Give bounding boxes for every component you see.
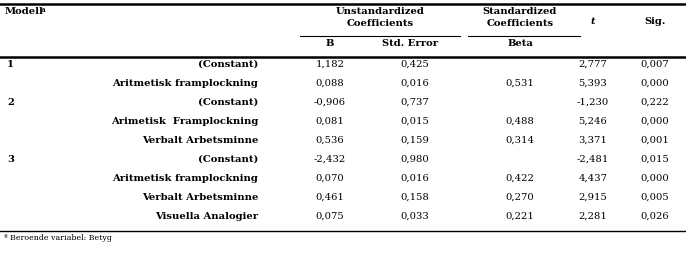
Text: ª Beroende variabel: Betyg: ª Beroende variabel: Betyg [4,234,112,242]
Text: t: t [591,17,595,26]
Text: 0,081: 0,081 [316,117,344,126]
Text: Unstandardized
Coefficients: Unstandardized Coefficients [335,7,425,28]
Text: 0,000: 0,000 [641,174,670,183]
Text: Verbalt Arbetsminne: Verbalt Arbetsminne [141,193,258,202]
Text: 4,437: 4,437 [578,174,608,183]
Text: 0,536: 0,536 [316,136,344,145]
Text: Aritmetisk framplockning: Aritmetisk framplockning [112,174,258,183]
Text: -2,481: -2,481 [577,155,609,164]
Text: 0,531: 0,531 [506,79,534,88]
Text: 0,015: 0,015 [641,155,670,164]
Text: Modell: Modell [5,7,44,16]
Text: 0,158: 0,158 [401,193,429,202]
Text: 0,005: 0,005 [641,193,670,202]
Text: (Constant): (Constant) [198,155,258,164]
Text: 0,007: 0,007 [641,60,670,69]
Text: 3,371: 3,371 [578,136,607,145]
Text: Standardized
Coefficients: Standardized Coefficients [483,7,557,28]
Text: 3: 3 [7,155,14,164]
Text: Beta: Beta [507,39,533,48]
Text: 0,737: 0,737 [401,98,429,107]
Text: 0,159: 0,159 [401,136,429,145]
Text: 0,016: 0,016 [401,174,429,183]
Text: a: a [41,6,46,14]
Text: 0,088: 0,088 [316,79,344,88]
Text: Verbalt Arbetsminne: Verbalt Arbetsminne [141,136,258,145]
Text: 0,425: 0,425 [401,60,429,69]
Text: 2,281: 2,281 [578,212,607,221]
Text: 0,016: 0,016 [401,79,429,88]
Text: 0,000: 0,000 [641,79,670,88]
Text: 0,221: 0,221 [506,212,534,221]
Text: -1,230: -1,230 [577,98,609,107]
Text: 0,075: 0,075 [316,212,344,221]
Text: 0,015: 0,015 [401,117,429,126]
Text: 0,026: 0,026 [641,212,670,221]
Text: Sig.: Sig. [644,17,665,26]
Text: (Constant): (Constant) [198,60,258,69]
Text: 0,422: 0,422 [506,174,534,183]
Text: 0,033: 0,033 [401,212,429,221]
Text: 1,182: 1,182 [316,60,344,69]
Text: 5,393: 5,393 [578,79,607,88]
Text: -2,432: -2,432 [314,155,346,164]
Text: Aritmetisk framplockning: Aritmetisk framplockning [112,79,258,88]
Text: 2,915: 2,915 [578,193,607,202]
Text: 2,777: 2,777 [578,60,607,69]
Text: -0,906: -0,906 [314,98,346,107]
Text: Visuella Analogier: Visuella Analogier [155,212,258,221]
Text: 0,070: 0,070 [316,174,344,183]
Text: 0,980: 0,980 [401,155,429,164]
Text: 0,314: 0,314 [506,136,534,145]
Text: (Constant): (Constant) [198,98,258,107]
Text: 0,001: 0,001 [641,136,670,145]
Text: 2: 2 [7,98,14,107]
Text: 0,270: 0,270 [506,193,534,202]
Text: 5,246: 5,246 [578,117,607,126]
Text: 0,461: 0,461 [316,193,344,202]
Text: 0,222: 0,222 [641,98,670,107]
Text: 0,488: 0,488 [506,117,534,126]
Text: Arimetisk  Framplockning: Arimetisk Framplockning [110,117,258,126]
Text: B: B [326,39,334,48]
Text: 1: 1 [7,60,14,69]
Text: Std. Error: Std. Error [382,39,438,48]
Text: 0,000: 0,000 [641,117,670,126]
